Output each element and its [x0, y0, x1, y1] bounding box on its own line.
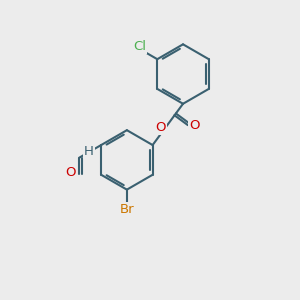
Text: O: O: [65, 166, 75, 179]
Text: O: O: [156, 121, 166, 134]
Text: Br: Br: [120, 203, 134, 216]
Text: H: H: [84, 145, 94, 158]
Text: Cl: Cl: [134, 40, 146, 53]
Text: O: O: [189, 118, 200, 132]
